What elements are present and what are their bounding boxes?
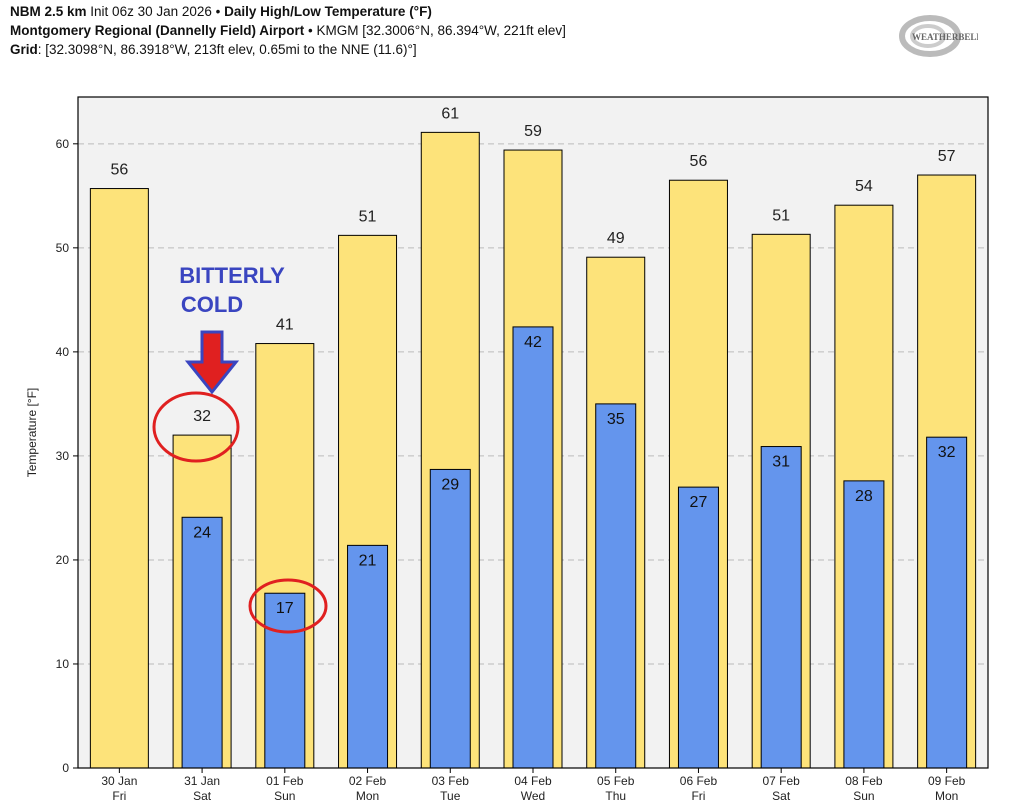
x-tick-label-date: 03 Feb (432, 774, 470, 788)
x-tick-label-date: 09 Feb (928, 774, 966, 788)
y-tick-label: 40 (56, 345, 70, 359)
grid-label: Grid (10, 42, 38, 57)
title-line-3: Grid: [32.3098°N, 86.3918°W, 213ft elev,… (10, 42, 417, 57)
low-bar (347, 544, 389, 769)
y-tick-label: 50 (56, 241, 70, 255)
x-tick-label-date: 06 Feb (680, 774, 718, 788)
y-axis-label: Temperature [°F] (25, 388, 39, 478)
low-bar (595, 403, 637, 769)
x-tick-label-day: Mon (935, 789, 958, 803)
title-line-1: NBM 2.5 km Init 06z 30 Jan 2026 • Daily … (10, 4, 432, 19)
x-tick-label-day: Sun (853, 789, 874, 803)
annotation-text-1: BITTERLY (179, 263, 285, 288)
high-label: 61 (441, 105, 459, 122)
low-label: 21 (359, 552, 377, 569)
y-tick-label: 30 (56, 449, 70, 463)
high-label: 56 (690, 153, 708, 170)
y-tick-label: 60 (56, 137, 70, 151)
low-label: 32 (938, 444, 956, 461)
x-tick-label-day: Fri (112, 789, 126, 803)
highlight-circle (248, 578, 328, 634)
weatherbell-logo: WEATHERBELL (898, 12, 982, 60)
x-tick-label-date: 08 Feb (845, 774, 883, 788)
x-tick-label-date: 07 Feb (763, 774, 801, 788)
high-label: 51 (359, 208, 377, 225)
annotation-text-2: COLD (181, 292, 243, 317)
down-arrow-icon (184, 330, 240, 395)
y-tick-label: 10 (56, 657, 70, 671)
x-tick-label-date: 05 Feb (597, 774, 635, 788)
low-bar (760, 446, 802, 769)
x-tick-label-day: Sat (772, 789, 791, 803)
station-name: Montgomery Regional (Dannelly Field) Air… (10, 23, 305, 38)
y-tick-label: 20 (56, 553, 70, 567)
x-tick-label-date: 31 Jan (184, 774, 220, 788)
low-label: 31 (772, 454, 790, 471)
high-label: 32 (193, 408, 211, 425)
high-bar (89, 188, 149, 769)
x-tick-label-day: Mon (356, 789, 379, 803)
y-tick-label: 0 (62, 761, 69, 775)
low-label: 28 (855, 488, 873, 505)
separator: • (215, 4, 221, 19)
low-label: 42 (524, 334, 542, 351)
high-label: 59 (524, 123, 542, 140)
low-bar (926, 436, 968, 769)
low-label: 29 (441, 476, 459, 493)
high-label: 41 (276, 317, 294, 334)
x-tick-label-day: Tue (440, 789, 461, 803)
low-label: 24 (193, 524, 211, 541)
low-label: 27 (690, 494, 708, 511)
station-info: • KMGM [32.3006°N, 86.394°W, 221ft elev] (308, 23, 566, 38)
high-label: 54 (855, 178, 873, 195)
x-tick-label-day: Sun (274, 789, 295, 803)
model-name: NBM 2.5 km (10, 4, 87, 19)
high-label: 57 (938, 148, 956, 165)
low-bar (512, 326, 554, 769)
title-line-2: Montgomery Regional (Dannelly Field) Air… (10, 23, 566, 38)
svg-text:WEATHERBELL: WEATHERBELL (912, 32, 978, 42)
x-tick-label-date: 04 Feb (514, 774, 552, 788)
low-label: 35 (607, 411, 625, 428)
x-tick-label-date: 30 Jan (101, 774, 137, 788)
high-label: 56 (110, 162, 128, 179)
chart-title: Daily High/Low Temperature (°F) (224, 4, 432, 19)
high-label: 49 (607, 230, 625, 247)
init-time: Init 06z 30 Jan 2026 (90, 4, 212, 19)
grid-info: : [32.3098°N, 86.3918°W, 213ft elev, 0.6… (37, 42, 417, 57)
low-bar (429, 468, 471, 769)
x-tick-label-date: 02 Feb (349, 774, 387, 788)
x-tick-label-day: Sat (193, 789, 212, 803)
x-tick-label-day: Fri (691, 789, 705, 803)
highlight-circle (152, 391, 240, 463)
plot-frame (77, 96, 989, 769)
x-tick-label-day: Thu (605, 789, 626, 803)
low-bar (181, 516, 223, 769)
x-tick-label-date: 01 Feb (266, 774, 304, 788)
low-bar (677, 486, 719, 769)
low-label: 17 (276, 600, 294, 617)
low-bar (843, 480, 885, 769)
high-label: 51 (772, 207, 790, 224)
low-bar (264, 592, 306, 769)
x-tick-label-day: Wed (521, 789, 545, 803)
